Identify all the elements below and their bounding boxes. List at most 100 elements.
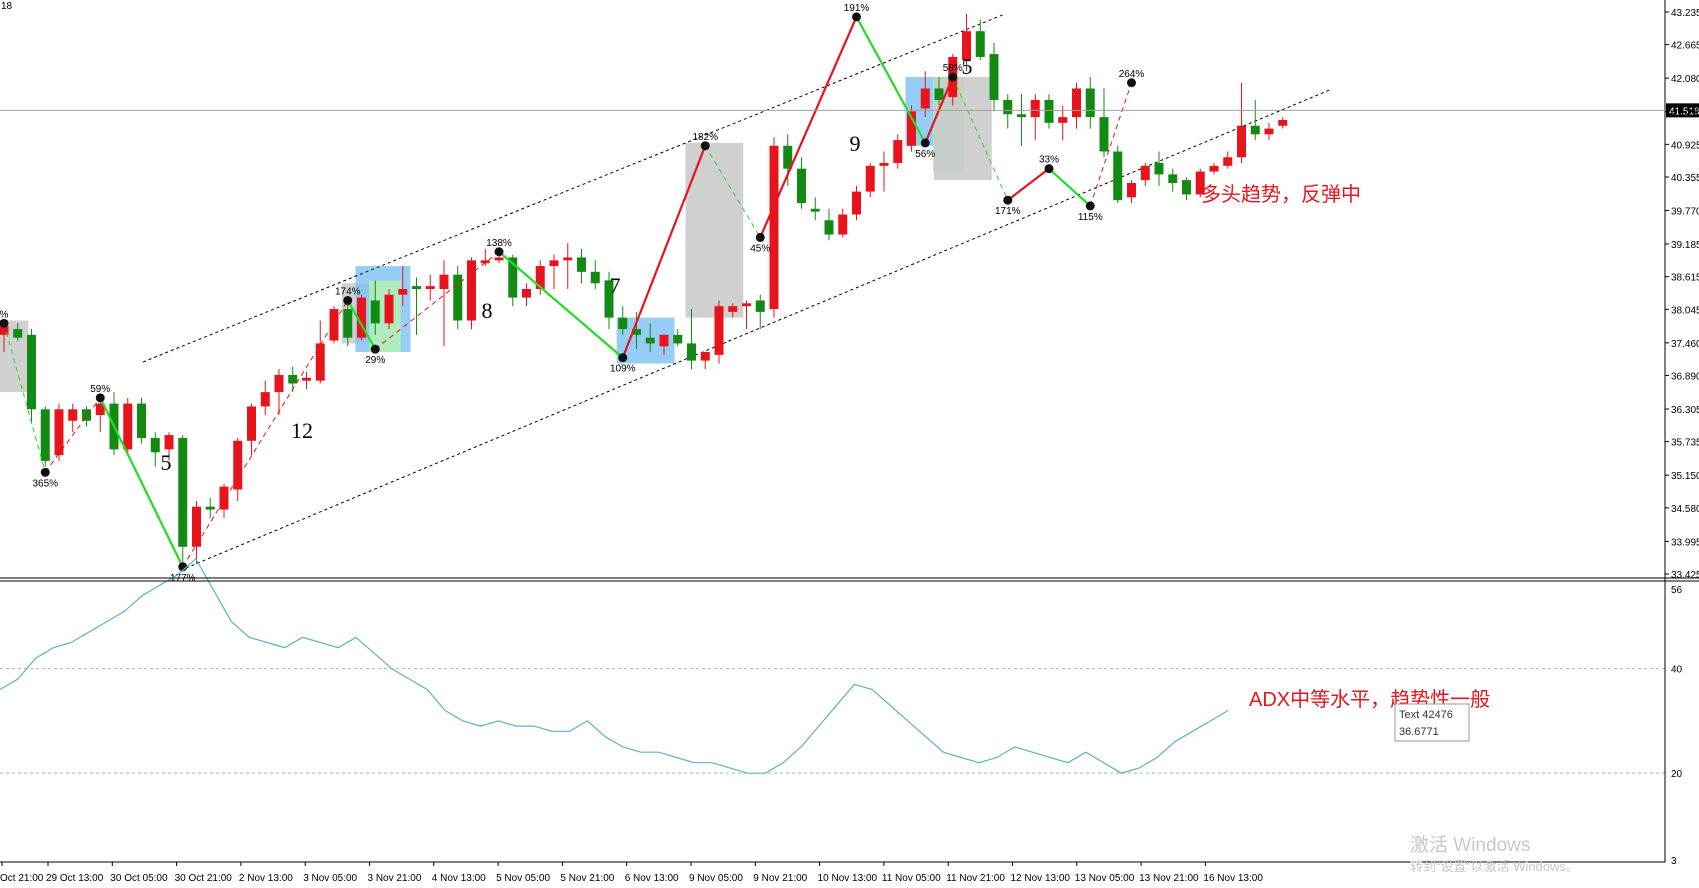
swing-point: [40, 467, 50, 477]
zigzag-segment: [952, 76, 1009, 201]
swing-percent-label: 138%: [486, 238, 512, 249]
candle: [632, 311, 641, 350]
swing-point: [343, 295, 353, 305]
candle: [549, 254, 559, 289]
time-tick-label: 5 Nov 21:00: [560, 873, 614, 884]
adx-tick-label: 20: [1671, 769, 1683, 780]
time-tick-label: 2 Nov 13:00: [239, 873, 293, 884]
candle: [852, 185, 861, 221]
adx-tick-label: 56: [1671, 585, 1683, 596]
candle: [178, 435, 188, 567]
candle: [687, 309, 696, 370]
candle: [783, 134, 793, 186]
swing-point: [1127, 78, 1136, 88]
candle: [233, 437, 243, 501]
price-tick-label: 36.890: [1671, 371, 1699, 382]
price-tick-label: 33.995: [1671, 537, 1699, 548]
zigzag-segment: [1048, 167, 1091, 207]
candle: [288, 366, 298, 393]
candle: [453, 266, 463, 330]
swing-percent-label: 182%: [692, 132, 718, 143]
candle: [1223, 151, 1233, 169]
adx-line: [0, 557, 1229, 774]
time-tick-label: 11 Nov 05:00: [882, 873, 941, 884]
trend-channel: [142, 13, 1333, 569]
swing-point: [700, 141, 710, 151]
candle: [618, 306, 628, 335]
price-tick-label: 43.235: [1671, 8, 1699, 19]
time-tick-label: 3 Nov 21:00: [368, 873, 422, 884]
swing-point: [0, 318, 9, 328]
candle: [370, 280, 380, 335]
price-tick-label: 34.580: [1671, 504, 1699, 515]
time-tick-label: 13 Nov 21:00: [1139, 873, 1199, 884]
wave-count: 5: [161, 450, 172, 475]
swing-percent-label: 171%: [995, 206, 1021, 217]
zigzag-segment: [346, 299, 377, 350]
time-tick-label: Oct 21:00: [0, 873, 44, 884]
zigzag-segment: [855, 16, 927, 144]
candle: [907, 105, 916, 152]
time-tick-label: 16 Nov 13:00: [1203, 873, 1263, 884]
candle: [604, 271, 614, 330]
candle: [1154, 151, 1164, 186]
candle: [1044, 94, 1054, 129]
price-tick-label: 39.770: [1671, 207, 1699, 218]
candle: [467, 257, 476, 330]
candle: [164, 432, 174, 461]
time-tick-label: 4 Nov 13:00: [432, 873, 486, 884]
price-tick-label: 42.665: [1671, 41, 1699, 52]
wave-count: 7: [610, 273, 621, 298]
wave-count: 9: [850, 131, 861, 156]
swing-point: [948, 72, 958, 82]
candle: [40, 406, 50, 467]
price-tick-label: 40.355: [1671, 173, 1699, 184]
candle: [865, 162, 875, 198]
candle: [934, 77, 944, 106]
swing-percent-label: 191%: [844, 3, 870, 14]
swing-percent-label: %: [0, 309, 9, 320]
swing-percent-label: 59%: [90, 384, 110, 395]
candle: [989, 42, 999, 112]
swing-point: [1044, 164, 1054, 174]
swing-percent-label: 45%: [750, 243, 770, 254]
time-tick-label: 9 Nov 21:00: [753, 873, 807, 884]
candle: [920, 71, 930, 118]
candle: [1237, 82, 1246, 163]
swing-percent-label: 365%: [32, 478, 58, 489]
watermark-title: 激活 Windows: [1410, 834, 1530, 856]
time-tick-label: 5 Nov 05:00: [496, 873, 550, 884]
time-tick-label: 13 Nov 05:00: [1075, 873, 1135, 884]
candle: [728, 303, 738, 318]
candle: [810, 197, 820, 221]
tooltip-box: [1394, 703, 1470, 742]
candle: [357, 294, 366, 341]
price-tick-label: 35.150: [1671, 471, 1699, 482]
swing-percent-label: 58%: [943, 63, 963, 74]
swing-percent-label: 56%: [915, 149, 935, 160]
candle: [1017, 94, 1026, 146]
swing-point: [1085, 201, 1095, 211]
swing-percent-label: 109%: [610, 364, 636, 375]
zigzag-segment: [3, 323, 46, 473]
candle: [425, 274, 435, 301]
data-tooltip: Text 42476 36.6771: [1394, 703, 1470, 742]
candle: [54, 403, 64, 461]
price-tick-label: 33.425: [1671, 570, 1699, 581]
candle: [742, 300, 751, 330]
zigzag-segment: [99, 397, 184, 568]
candle: [329, 306, 339, 344]
candle: [1278, 117, 1288, 129]
candle: [893, 134, 903, 169]
swing-percent-label: 264%: [1119, 69, 1145, 80]
candle: [824, 208, 834, 241]
candle: [95, 397, 105, 433]
candle: [879, 151, 889, 192]
candle: [1209, 162, 1219, 175]
candle: [962, 14, 971, 72]
time-tick-label: 11 Nov 21:00: [946, 873, 1005, 884]
candle: [797, 157, 806, 209]
candle: [398, 266, 408, 307]
swing-point: [920, 138, 930, 148]
